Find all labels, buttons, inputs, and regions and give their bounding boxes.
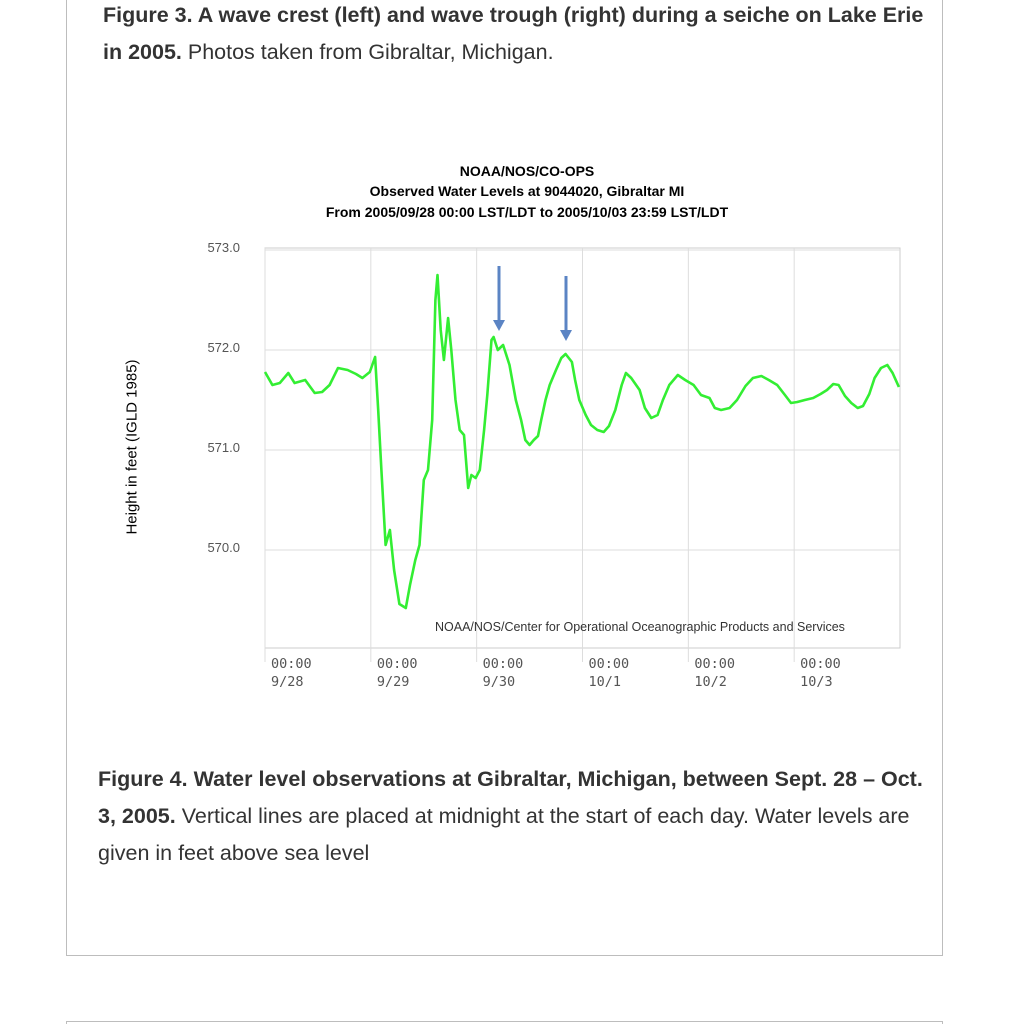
x-tick-label: 00:00 9/30 (482, 656, 524, 690)
x-tick-label: 00:00 9/28 (271, 656, 312, 690)
y-tick-label: 572.0 (207, 340, 240, 355)
figure-panel (66, 0, 943, 956)
chart-subtitle: Observed Water Levels at 9044020, Gibral… (369, 183, 685, 199)
caption-text: Vertical lines are placed at midnight at… (98, 804, 910, 865)
caption-bold: Figure 3. A wave crest (left) and wave t… (103, 3, 924, 64)
y-tick-label: 573.0 (207, 240, 240, 255)
figure3-caption: Figure 3. A wave crest (left) and wave t… (103, 0, 933, 71)
arrow-head (560, 330, 572, 341)
chart-title: NOAA/NOS/CO-OPS (459, 163, 595, 179)
y-tick-label: 571.0 (207, 440, 240, 455)
data-line (263, 273, 901, 610)
figure4-caption: Figure 4. Water level observations at Gi… (98, 761, 928, 872)
x-tick-label: 00:00 9/29 (376, 656, 418, 690)
x-tick-label: 00:00 10/3 (800, 656, 841, 690)
source-note: NOAA/NOS/Center for Operational Oceanogr… (435, 620, 845, 634)
caption-text: Photos taken from Gibraltar, Michigan. (187, 40, 554, 64)
x-tick-label: 00:00 10/1 (588, 656, 630, 690)
y-tick-label: 570.0 (207, 540, 240, 555)
next-panel (66, 1021, 943, 1024)
caption-bold: Figure 4. Water level observations at Gi… (98, 767, 923, 828)
y-axis-label: Height in feet (IGLD 1985) (123, 359, 141, 535)
arrow-head (493, 320, 505, 331)
x-tick-label: 00:00 10/2 (694, 656, 735, 690)
chart-subtitle: From 2005/09/28 00:00 LST/LDT to 2005/10… (325, 204, 729, 220)
